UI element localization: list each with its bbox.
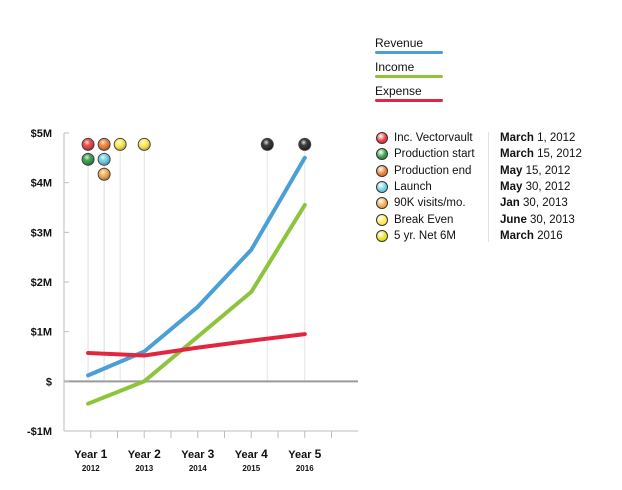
x-tick-label: Year 4 xyxy=(235,447,268,461)
series-lines xyxy=(86,155,307,406)
milestone-date: June 30, 2013 xyxy=(500,213,575,226)
x-tick-sublabel: 2015 xyxy=(242,464,260,473)
series-line-income xyxy=(86,203,307,406)
milestone-marker xyxy=(137,137,151,151)
milestone-marker xyxy=(81,137,95,151)
milestone-dot-icon xyxy=(376,197,388,210)
x-tick-sublabel: 2012 xyxy=(82,464,100,473)
milestone-row: Break Even June 30, 2013 xyxy=(376,211,616,227)
y-tick-label: -$1M xyxy=(27,426,52,438)
x-tick-sublabel: 2016 xyxy=(296,464,314,473)
milestone-date: Jan 30, 2013 xyxy=(500,197,568,210)
milestone-row: Production end May 15, 2012 xyxy=(376,163,616,179)
x-tick-sublabel: 2014 xyxy=(189,464,207,473)
y-tick-label: $2M xyxy=(31,277,52,289)
x-tick-sublabel: 2013 xyxy=(135,464,153,473)
milestone-row: 5 yr. Net 6M March 2016 xyxy=(376,228,616,244)
milestone-name: Inc. Vectorvault xyxy=(394,132,473,145)
milestone-date: May 15, 2012 xyxy=(500,164,571,177)
milestone-row: Inc. Vectorvault March 1, 2012 xyxy=(376,130,616,146)
series-line-revenue xyxy=(86,155,307,378)
y-tick-label: $ xyxy=(46,376,52,388)
y-axis-labels: $5M $4M $3M $2M $1M $ -$1M xyxy=(27,128,52,438)
x-tick-label: Year 1 xyxy=(74,447,107,461)
milestone-name: Production start xyxy=(394,148,475,161)
milestone-date: March 2016 xyxy=(500,229,563,242)
milestone-dot-icon xyxy=(376,181,388,194)
milestone-name: Production end xyxy=(394,164,472,177)
milestone-dot-icon xyxy=(376,229,388,242)
x-tick-label: Year 2 xyxy=(128,447,161,461)
milestone-markers xyxy=(81,137,312,181)
axes xyxy=(63,132,358,438)
milestone-name: Launch xyxy=(394,181,432,194)
x-tick-label: Year 5 xyxy=(288,447,321,461)
milestone-row: Launch May 30, 2012 xyxy=(376,179,616,195)
milestone-row: Production start March 15, 2012 xyxy=(376,146,616,162)
legend-item-revenue: Revenue xyxy=(375,36,465,60)
legend-swatch xyxy=(375,75,443,78)
legend-label: Income xyxy=(375,60,415,74)
legend-label: Expense xyxy=(375,84,422,98)
milestone-dot-icon xyxy=(376,164,388,177)
milestone-marker xyxy=(260,137,274,151)
milestone-name: 90K visits/mo. xyxy=(394,197,466,210)
milestone-marker xyxy=(97,137,111,151)
milestone-marker xyxy=(81,152,95,166)
milestone-marker xyxy=(97,167,111,181)
y-tick-label: $1M xyxy=(31,327,52,339)
series-line-expense xyxy=(86,332,307,358)
milestone-dot-icon xyxy=(376,132,388,145)
milestone-dot-icon xyxy=(376,148,388,161)
legend-item-income: Income xyxy=(375,60,465,84)
legend-item-expense: Expense xyxy=(375,84,465,108)
milestone-name: 5 yr. Net 6M xyxy=(394,229,456,242)
y-tick-label: $3M xyxy=(31,227,52,239)
milestone-marker xyxy=(97,152,111,166)
legend-label: Revenue xyxy=(375,36,424,50)
x-tick-label: Year 3 xyxy=(181,447,214,461)
series-legend: Revenue Income Expense xyxy=(375,36,465,108)
milestone-row: 90K visits/mo. Jan 30, 2013 xyxy=(376,195,616,211)
milestone-legend: Inc. Vectorvault March 1, 2012 Production … xyxy=(376,130,616,244)
x-axis-labels: Year 1 2012 Year 2 2013 Year 3 2014 Year 4 2015… xyxy=(74,447,321,473)
marker-drop-lines xyxy=(87,150,306,380)
y-tick-label: $4M xyxy=(31,178,52,190)
legend-swatch xyxy=(375,99,443,102)
milestone-date: May 30, 2012 xyxy=(500,181,571,194)
milestone-divider xyxy=(488,132,489,242)
legend-swatch xyxy=(375,51,443,54)
milestone-date: March 15, 2012 xyxy=(500,148,582,161)
milestone-marker xyxy=(113,137,127,151)
milestone-dot-icon xyxy=(376,213,388,226)
milestone-date: March 1, 2012 xyxy=(500,132,576,145)
y-tick-label: $5M xyxy=(31,128,52,140)
milestone-name: Break Even xyxy=(394,213,454,226)
milestone-marker xyxy=(298,137,312,151)
